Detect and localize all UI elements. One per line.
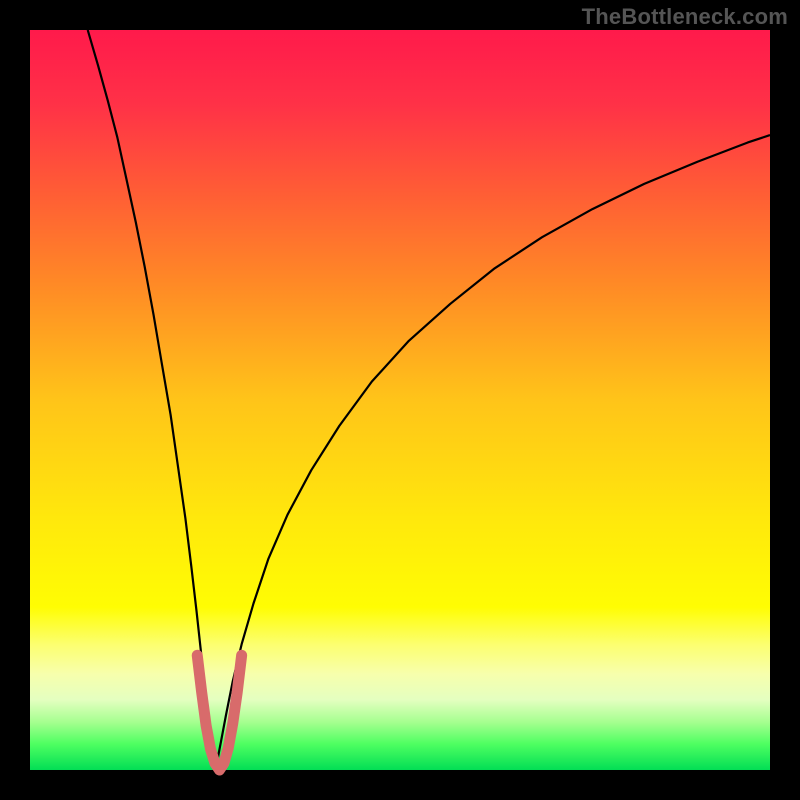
plot-background [30, 30, 770, 770]
watermark-text: TheBottleneck.com [582, 4, 788, 30]
chart-container: TheBottleneck.com [0, 0, 800, 800]
chart-svg [0, 0, 800, 800]
